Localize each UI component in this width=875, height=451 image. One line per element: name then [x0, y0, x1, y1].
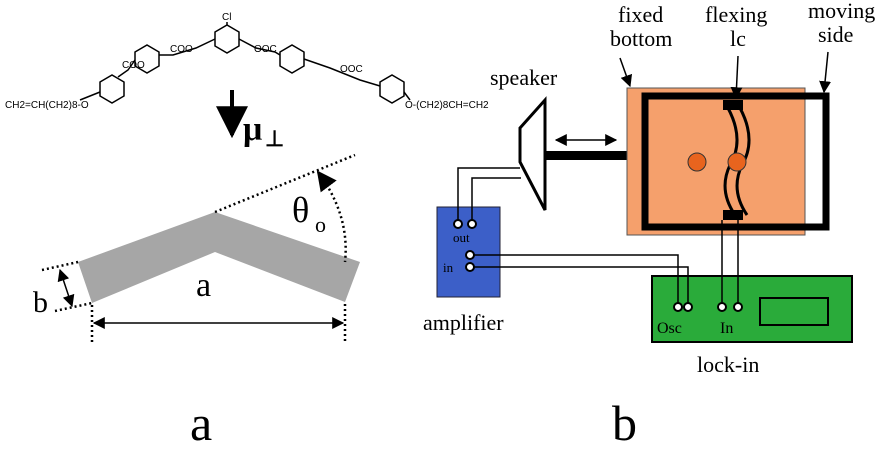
angle-subscript: o: [315, 212, 326, 237]
dipole-symbol: μ: [243, 111, 262, 148]
circle: [683, 302, 693, 312]
angle-arc: [316, 170, 347, 263]
linker: OOC: [254, 44, 277, 55]
circle: [453, 219, 463, 229]
rod: [545, 151, 645, 160]
polyline: [474, 266, 689, 303]
clamp: [723, 210, 743, 220]
dim-line: [54, 301, 93, 313]
amp-in: in: [443, 260, 454, 275]
circle: [467, 219, 477, 229]
linker: COO: [170, 44, 193, 55]
panel-label: b: [612, 395, 637, 451]
dim-arrow: [57, 268, 75, 308]
circle: [733, 302, 743, 312]
ring: [214, 24, 240, 54]
chain: O-(CH2)8CH=CH2: [405, 100, 489, 111]
bond: [403, 91, 411, 101]
width-label: b: [33, 286, 48, 319]
polyline: [474, 254, 679, 303]
pointer: [819, 51, 832, 94]
fixed-bottom: [626, 87, 806, 236]
panel-b: speaker fixed bottom flexing lc moving s…: [423, 0, 875, 451]
molecule: [79, 22, 411, 104]
moving-side-label: moving: [808, 0, 875, 23]
ring: [279, 44, 305, 74]
display: [759, 297, 829, 326]
hole: [727, 152, 747, 172]
linker: OOC: [340, 64, 363, 75]
in-label: In: [720, 320, 733, 337]
substituent: Cl: [222, 12, 231, 23]
amplifier-label: amplifier: [423, 310, 504, 335]
extension: [214, 153, 356, 214]
hole: [687, 152, 707, 172]
flexing-lc-label: flexing: [705, 2, 767, 27]
angle-symbol: θ: [292, 190, 309, 230]
speaker-label: speaker: [490, 65, 558, 90]
circle: [717, 302, 727, 312]
length-label: a: [196, 267, 211, 304]
circle: [465, 250, 475, 260]
linker: COO: [122, 60, 145, 71]
dipole-subscript: ⊥: [265, 126, 284, 151]
chain: CH2=CH(CH2)8-O: [5, 100, 89, 111]
ring: [134, 44, 160, 74]
bond: [159, 38, 216, 56]
clamp: [723, 100, 743, 110]
bond: [238, 38, 281, 56]
fixed-bottom-label: fixed: [618, 2, 663, 27]
bond: [303, 58, 381, 87]
ring: [99, 74, 125, 104]
ring: [379, 74, 405, 104]
flexing-lc-label: lc: [730, 26, 746, 51]
circle: [465, 262, 475, 272]
moving-side-label: side: [818, 22, 853, 47]
dim-line: [41, 260, 79, 272]
wires: [457, 167, 739, 303]
panel-a: Cl COO COO OOC OOC CH2=CH(CH2)8-O O-(CH2…: [5, 12, 489, 451]
polyline: [457, 167, 520, 220]
pointer: [619, 57, 633, 88]
fixed-bottom-label: bottom: [610, 26, 672, 51]
lock-in-label: lock-in: [697, 352, 759, 377]
bond: [79, 91, 101, 101]
speaker: [518, 96, 547, 211]
polyline: [471, 177, 521, 220]
bent-core: [78, 212, 360, 303]
circle: [673, 302, 683, 312]
panel-label: a: [190, 395, 212, 451]
osc-label: Osc: [657, 320, 682, 337]
amp-out: out: [453, 230, 470, 245]
bond: [117, 59, 136, 78]
terminals: [453, 219, 743, 312]
pointer: [730, 55, 743, 100]
